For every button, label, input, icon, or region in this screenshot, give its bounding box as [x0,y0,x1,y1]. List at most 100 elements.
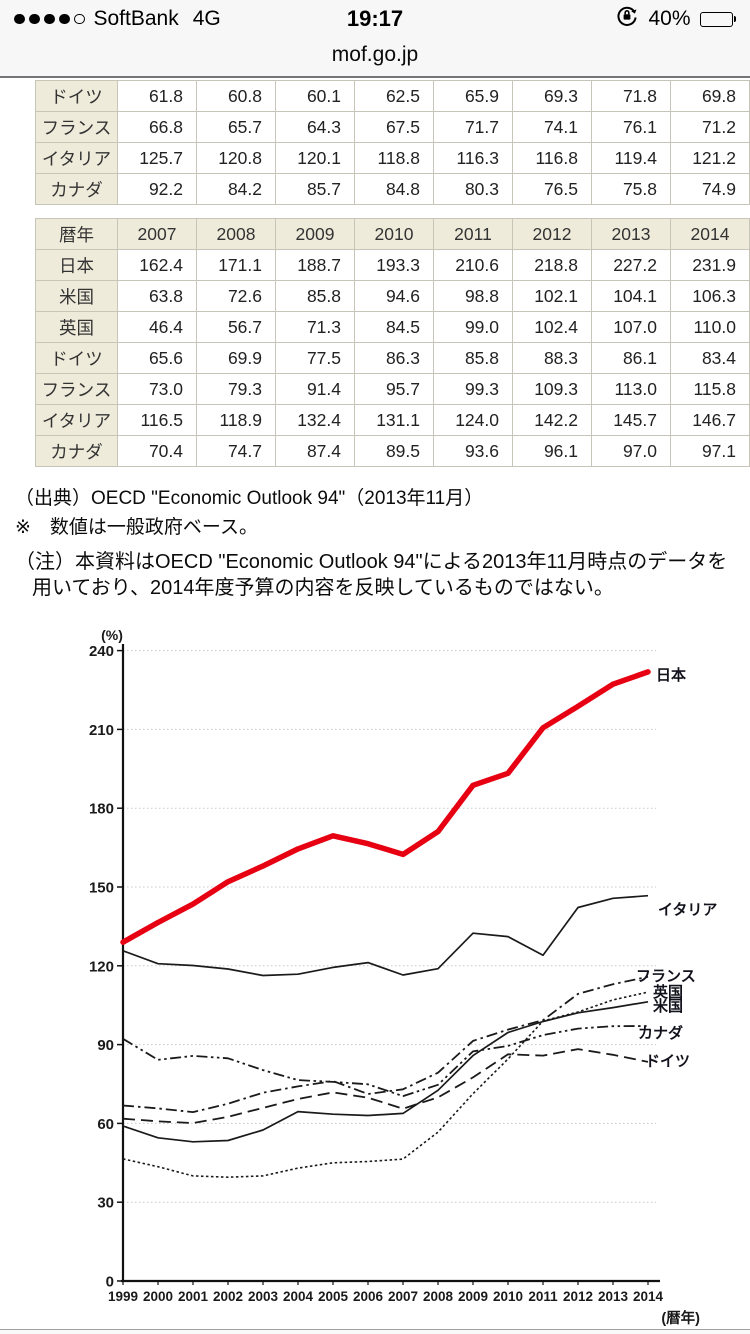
value-cell: 65.6 [117,342,197,374]
row-label-cell: イタリア [35,142,118,174]
value-cell: 116.3 [433,142,513,174]
row-label-cell: フランス [35,373,118,405]
value-cell: 84.8 [354,173,434,205]
row-label-cell: 米国 [35,280,118,312]
value-cell: 116.8 [512,142,592,174]
value-cell: 99.0 [433,311,513,343]
row-label-cell: カナダ [35,173,118,205]
value-cell: 84.2 [196,173,276,205]
y-axis-unit-label: (%) [101,627,123,643]
value-cell: 113.0 [591,373,671,405]
row-label-cell: 日本 [35,249,118,281]
url-bar[interactable]: mof.go.jp [0,38,750,76]
value-cell: 64.3 [275,111,355,143]
value-cell: 93.6 [433,435,513,467]
value-cell: 65.7 [196,111,276,143]
value-cell: 71.3 [275,311,355,343]
value-cell: 109.3 [512,373,592,405]
series-line-japan [120,669,651,945]
table-row: 英国 46.4 56.7 71.3 84.5 99.0 102.4 107.0 110.0 [35,311,750,343]
value-cell: 62.5 [354,80,434,112]
y-tick-label: 240 [89,643,114,660]
value-cell: 171.1 [196,249,276,281]
value-cell: 85.7 [275,173,355,205]
table-row: 日本 162.4 171.1 188.7 193.3 210.6 218.8 227.2 231… [35,249,750,281]
value-cell: 71.2 [670,111,750,143]
row-label-cell: ドイツ [35,80,118,112]
value-cell: 88.3 [512,342,592,374]
value-cell: 193.3 [354,249,434,281]
value-cell: 87.4 [275,435,355,467]
x-tick-label: 2005 [318,1289,349,1304]
table-row: カナダ 92.2 84.2 85.7 84.8 80.3 76.5 75.8 74.9 [35,173,750,205]
y-tick-label: 210 [89,722,114,739]
x-tick-label: 2010 [493,1289,523,1304]
value-cell: 86.3 [354,342,434,374]
value-cell: 119.4 [591,142,671,174]
y-tick-label: 0 [106,1274,114,1291]
value-cell: 84.5 [354,311,434,343]
value-cell: 77.5 [275,342,355,374]
x-tick-label: 2011 [528,1289,558,1304]
header-cell: 2011 [433,218,513,250]
value-cell: 97.1 [670,435,750,467]
value-cell: 132.4 [275,404,355,436]
value-cell: 91.4 [275,373,355,405]
x-tick-label: 2008 [423,1289,454,1304]
table-row: 米国 63.8 72.6 85.8 94.6 98.8 102.1 104.1 106.3 [35,280,750,312]
row-label-cell: イタリア [35,404,118,436]
value-cell: 56.7 [196,311,276,343]
value-cell: 102.1 [512,280,592,312]
value-cell: 188.7 [275,249,355,281]
y-tick-label: 30 [97,1195,114,1212]
x-tick-label: 2012 [563,1289,593,1304]
signal-dot [44,13,55,25]
signal-dot [14,13,25,25]
network-type-label: 4G [192,7,221,30]
safari-chrome: SoftBank 4G 19:17 40% mof.go.jp [0,0,750,78]
series-line-france [122,975,649,1114]
value-cell: 74.1 [512,111,592,143]
value-cell: 115.8 [670,373,750,405]
value-cell: 76.5 [512,173,592,205]
value-cell: 74.7 [196,435,276,467]
x-tick-label: 1999 [108,1289,138,1304]
value-cell: 89.5 [354,435,434,467]
battery-icon [699,11,736,27]
header-cell: 暦年 [35,218,118,250]
value-cell: 96.1 [512,435,592,467]
value-cell: 80.3 [433,173,513,205]
value-cell: 146.7 [670,404,750,436]
value-cell: 231.9 [670,249,750,281]
table-row: フランス 66.8 65.7 64.3 67.5 71.7 74.1 76.1 71.2 [35,111,750,143]
value-cell: 120.8 [196,142,276,174]
x-tick-label: 2009 [458,1289,488,1304]
value-cell: 92.2 [117,173,197,205]
x-tick-label: 2013 [598,1289,629,1304]
header-cell: 2010 [354,218,434,250]
value-cell: 79.3 [196,373,276,405]
value-cell: 124.0 [433,404,513,436]
header-cell: 2012 [512,218,592,250]
value-cell: 110.0 [670,311,750,343]
value-cell: 46.4 [117,311,197,343]
y-tick-label: 180 [89,801,114,818]
table-row: カナダ 70.4 74.7 87.4 89.5 93.6 96.1 97.0 97.1 [35,435,750,467]
signal-dot [59,13,70,25]
value-cell: 85.8 [433,342,513,374]
value-cell: 142.2 [512,404,592,436]
header-cell: 2009 [275,218,355,250]
x-tick-label: 2006 [353,1289,384,1304]
value-cell: 61.8 [117,80,197,112]
value-cell: 86.1 [591,342,671,374]
carrier-label: SoftBank [93,7,179,30]
value-cell: 218.8 [512,249,592,281]
series-label-germany: ドイツ [645,1053,690,1070]
value-cell: 83.4 [670,342,750,374]
series-label-canada: カナダ [638,1024,683,1042]
x-tick-label: 2004 [283,1289,314,1304]
series-label-italy: イタリア [658,902,717,919]
value-cell: 131.1 [354,404,434,436]
series-label-france: フランス [636,968,696,985]
url-domain-label[interactable]: mof.go.jp [331,43,419,66]
